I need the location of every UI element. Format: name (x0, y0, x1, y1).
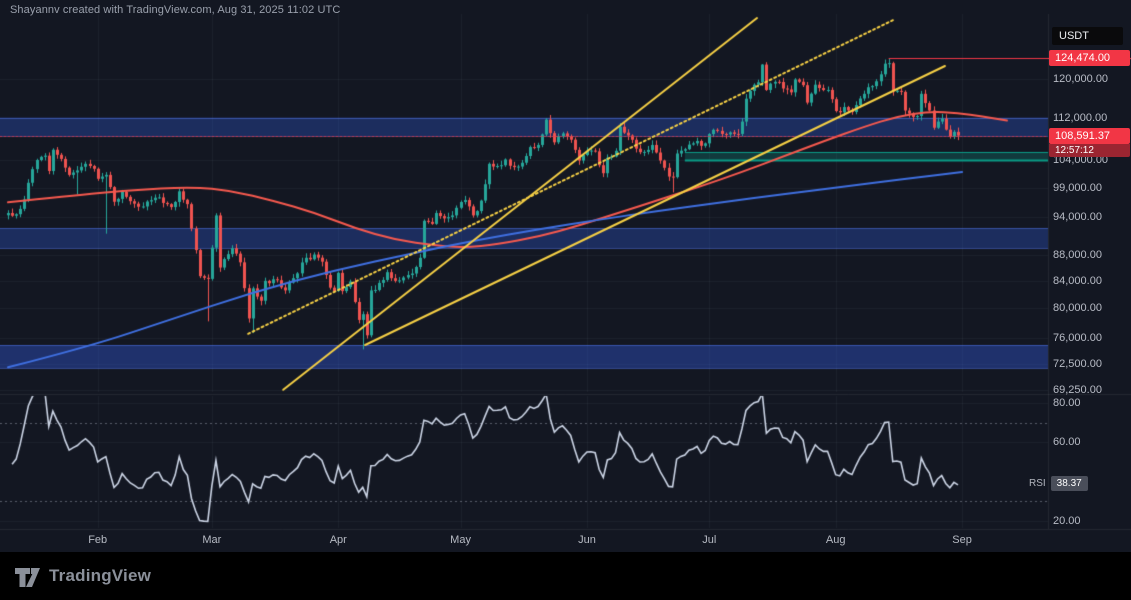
tradingview-logo-icon (15, 568, 40, 587)
price-tick-label: 99,000.00 (1053, 181, 1102, 194)
attribution-text: Shayannv created with TradingView.com, A… (10, 4, 341, 16)
price-tick-label: 84,000.00 (1053, 274, 1102, 287)
price-tick-label: 69,250.00 (1053, 384, 1102, 397)
month-label: Aug (825, 534, 846, 546)
month-label: Mar (202, 534, 222, 546)
month-label: Apr (329, 534, 347, 546)
last-price-badge: 108,591.37 12:57:12 (1049, 127, 1130, 157)
price-tick-label: 94,000.00 (1053, 211, 1102, 224)
rsi-label: RSI (1029, 477, 1046, 489)
price-tick-label: 88,000.00 (1053, 248, 1102, 261)
price-tick-label: 120,000.00 (1053, 73, 1109, 85)
high-price-label: 124,474.00 (1049, 50, 1130, 67)
tradingview-logo[interactable]: TradingView (14, 564, 151, 588)
last-price-label: 108,591.37 (1049, 127, 1130, 144)
price-tick-label: 112,000.00 (1053, 112, 1108, 125)
rsi-value: 38.37 (1050, 475, 1088, 491)
rsi-tick-label: 60.00 (1053, 436, 1081, 449)
price-tick-label: 76,000.00 (1053, 331, 1102, 344)
price-axis[interactable]: 120,000.00 112,000.00 104,000.00 99,000.00 9… (1048, 0, 1131, 552)
month-label: Jul (702, 534, 717, 546)
price-tick-label: 104,000.00 (1053, 153, 1109, 166)
rsi-value-badge: RSI 38.37 (1029, 475, 1088, 491)
high-price-badge: 124,474.00 (1049, 50, 1130, 67)
time-axis[interactable]: Feb Mar Apr May Jun Jul Aug Sep (0, 529, 1048, 552)
month-label: Feb (88, 534, 108, 546)
price-tick-label: 72,500.00 (1053, 358, 1102, 371)
bar-close-countdown: 12:57:12 (1049, 143, 1130, 157)
month-label: May (450, 534, 471, 546)
quote-currency-badge[interactable]: USDT (1052, 27, 1123, 45)
bottom-bar: TradingView (0, 552, 1131, 600)
rsi-tick-label: 80.00 (1053, 397, 1081, 409)
month-label: Sep (952, 534, 972, 546)
tradingview-wordmark: TradingView (49, 566, 152, 585)
price-tick-label: 80,000.00 (1053, 302, 1102, 315)
month-label: Jun (578, 534, 596, 546)
rsi-tick-label: 20.00 (1053, 515, 1081, 527)
